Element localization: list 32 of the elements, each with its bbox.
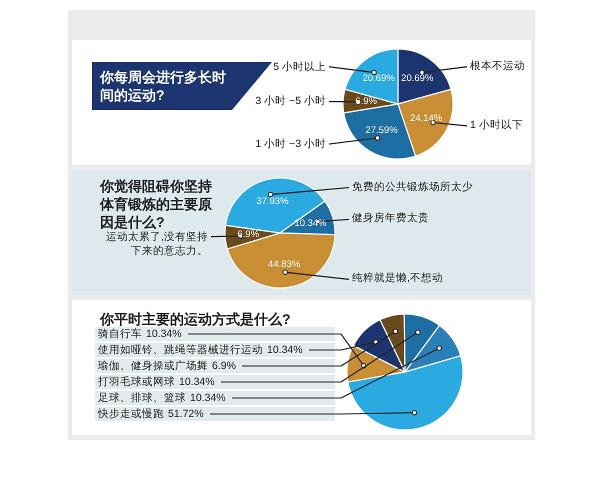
data-label: 20.69% — [400, 72, 434, 86]
data-label: 51.72% — [168, 407, 204, 421]
data-label: 10.34% — [146, 327, 182, 341]
slice-label: 健身房年费太贵 — [352, 211, 429, 226]
data-label: 6.9% — [354, 95, 378, 110]
slice-label: 瑜伽、健身操或广场舞 — [98, 359, 208, 373]
slice-label: 3 小时 ~5 小时 — [254, 94, 326, 108]
data-label: 37.93% — [255, 195, 290, 209]
slice-label: 骑自行车 — [98, 327, 142, 341]
data-label: 6.9% — [212, 359, 236, 373]
data-label: 44.83% — [267, 258, 302, 272]
slice-label: 1 小时以下 — [470, 118, 523, 132]
text: 你每周会进行多长时间的运动? — [100, 68, 226, 104]
data-label: 27.59% — [364, 124, 399, 138]
slice-label: 5 小时以上 — [273, 60, 326, 73]
slice-label: 运动太累了,没有坚持下来的意志力。 — [105, 230, 208, 258]
slice-label: 打羽毛球或网球 — [98, 375, 175, 389]
data-label: 10.34% — [293, 216, 328, 231]
data-label: 10.34% — [179, 375, 215, 389]
chart-title: 你平时主要的运动方式是什么? — [100, 310, 292, 328]
slice-label: 使用如哑铃、跳绳等器械进行运动 — [98, 343, 263, 357]
slice-label: 纯粹就是懒,不想动 — [352, 271, 443, 286]
data-label: 10.34% — [190, 391, 226, 405]
slice-label: 快步走或慢跑 — [98, 407, 164, 421]
text: 你觉得阻碍你坚持体育锻炼的主要原因是什么? — [100, 177, 213, 231]
slice-label: 1 小时 ~3 小时 — [254, 137, 326, 152]
slice-label: 足球、排球、篮球 — [98, 391, 186, 405]
data-label: 20.69% — [362, 72, 396, 86]
data-label: 10.34% — [267, 343, 303, 357]
slice-label: 免费的公共锻炼场所太少 — [352, 180, 473, 194]
slice-label: 根本不运动 — [470, 58, 525, 73]
data-label: 24.14% — [409, 112, 444, 126]
